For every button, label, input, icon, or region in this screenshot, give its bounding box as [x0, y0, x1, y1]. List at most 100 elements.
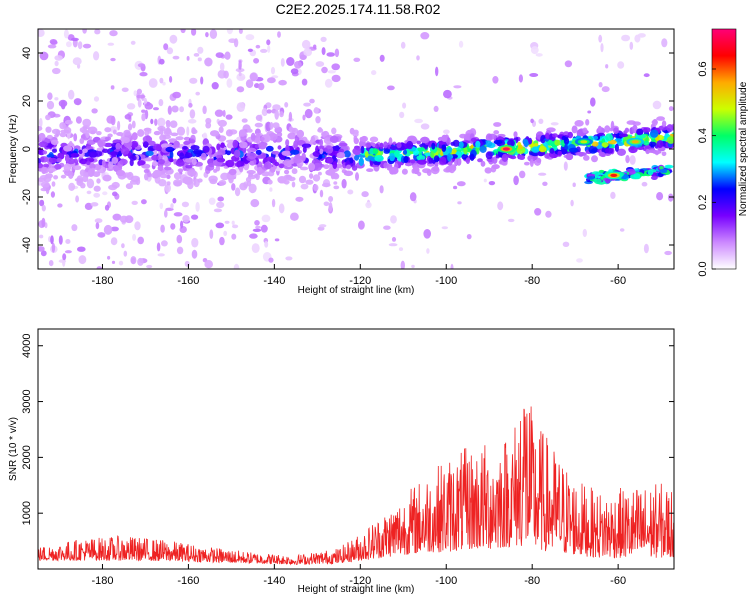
noise-blob — [513, 175, 519, 186]
ridge-blob — [257, 166, 263, 175]
noise-blob — [172, 197, 177, 204]
snr-y-ticks: 1000 2000 3000 4000 — [21, 334, 674, 525]
noise-blob — [40, 250, 47, 257]
ridge-blob — [191, 158, 197, 166]
noise-blob — [303, 48, 313, 57]
ridge-blob — [432, 166, 439, 172]
noise-blob — [328, 202, 333, 212]
colorbar-gradient — [712, 29, 736, 269]
ridge-blob — [659, 168, 668, 174]
noise-blob — [488, 181, 496, 186]
x-tick-label: -60 — [610, 575, 626, 587]
noise-blob — [313, 44, 317, 50]
spectrogram-x-ticks: -180 -160 -140 -120 -100 -80 -60 — [91, 264, 626, 287]
ridge-blob — [184, 158, 194, 163]
noise-blob — [409, 192, 417, 202]
ridge-blob — [182, 176, 193, 185]
y-tick-label: 2000 — [21, 445, 33, 469]
ridge-blob — [458, 141, 464, 149]
ridge-blob — [633, 173, 641, 179]
ridge-blob — [301, 152, 307, 162]
noise-blob — [484, 167, 492, 174]
ridge-blob — [591, 141, 599, 147]
ridge-blob — [433, 155, 440, 163]
noise-blob — [249, 233, 258, 239]
ridge-blob — [40, 156, 45, 163]
noise-blob — [255, 225, 261, 229]
noise-blob — [86, 178, 95, 189]
noise-blob — [75, 195, 79, 203]
ridge-blob — [355, 172, 359, 181]
noise-blob — [290, 212, 299, 221]
noise-blob — [51, 242, 56, 253]
ridge-blob — [587, 176, 595, 180]
ridge-blob — [247, 152, 257, 160]
noise-blob — [219, 236, 225, 246]
peak-blob — [631, 140, 639, 144]
ridge-blob — [293, 159, 302, 164]
ridge-blob — [351, 165, 358, 171]
ridge-blob — [259, 136, 265, 141]
ridge-blob — [239, 165, 244, 173]
ridge-blob — [616, 148, 627, 156]
noise-blob — [324, 78, 333, 88]
noise-blob — [141, 109, 146, 113]
ridge-blob — [353, 137, 359, 145]
ridge-blob — [284, 169, 290, 175]
noise-blob — [172, 91, 182, 99]
ridge-blob — [220, 142, 225, 149]
noise-blob — [70, 37, 79, 42]
peak-blob — [502, 147, 510, 151]
ridge-blob — [493, 139, 503, 145]
ridge-blob — [272, 122, 280, 129]
noise-blob — [433, 105, 439, 112]
noise-blob — [236, 86, 245, 93]
noise-blob — [643, 73, 650, 78]
ridge-blob — [82, 118, 92, 127]
ridge-blob — [417, 159, 427, 165]
ridge-blob — [336, 158, 341, 164]
ridge-blob — [43, 163, 50, 168]
ridge-blob — [141, 113, 146, 122]
ridge-blob — [501, 161, 508, 166]
ridge-blob — [338, 148, 345, 154]
noise-blob — [234, 187, 241, 197]
noise-blob — [399, 111, 405, 119]
ridge-blob — [263, 161, 272, 170]
ridge-blob — [183, 141, 191, 145]
noise-blob — [204, 260, 213, 269]
noise-blob — [156, 242, 161, 252]
ridge-blob — [51, 181, 56, 187]
ridge-blob — [86, 160, 91, 166]
ridge-blob — [488, 133, 497, 140]
noise-blob — [235, 68, 245, 73]
ridge-blob — [246, 147, 257, 153]
noise-blob — [118, 260, 124, 266]
noise-blob — [162, 81, 166, 86]
noise-blob — [323, 201, 330, 207]
noise-blob — [195, 201, 200, 212]
ridge-blob — [601, 138, 606, 144]
ridge-blob — [64, 119, 73, 125]
noise-blob — [186, 56, 190, 61]
noise-blob — [538, 118, 544, 125]
ridge-blob — [175, 136, 184, 141]
ridge-blob — [193, 149, 203, 155]
ridge-blob — [225, 129, 233, 137]
noise-blob — [54, 55, 63, 61]
noise-blob — [402, 102, 407, 109]
ridge-blob — [65, 154, 70, 163]
noise-blob — [450, 263, 454, 269]
ridge-blob — [463, 146, 468, 155]
noise-blob — [321, 182, 331, 188]
noise-blob — [637, 33, 646, 38]
ridge-blob — [53, 175, 59, 180]
noise-blob — [188, 102, 193, 108]
ridge-blob — [267, 179, 273, 185]
noise-blob — [77, 246, 86, 252]
noise-blob — [216, 201, 225, 209]
ridge-blob — [68, 170, 74, 179]
noise-blob — [621, 34, 631, 42]
noise-blob — [48, 260, 54, 267]
noise-blob — [68, 182, 76, 191]
